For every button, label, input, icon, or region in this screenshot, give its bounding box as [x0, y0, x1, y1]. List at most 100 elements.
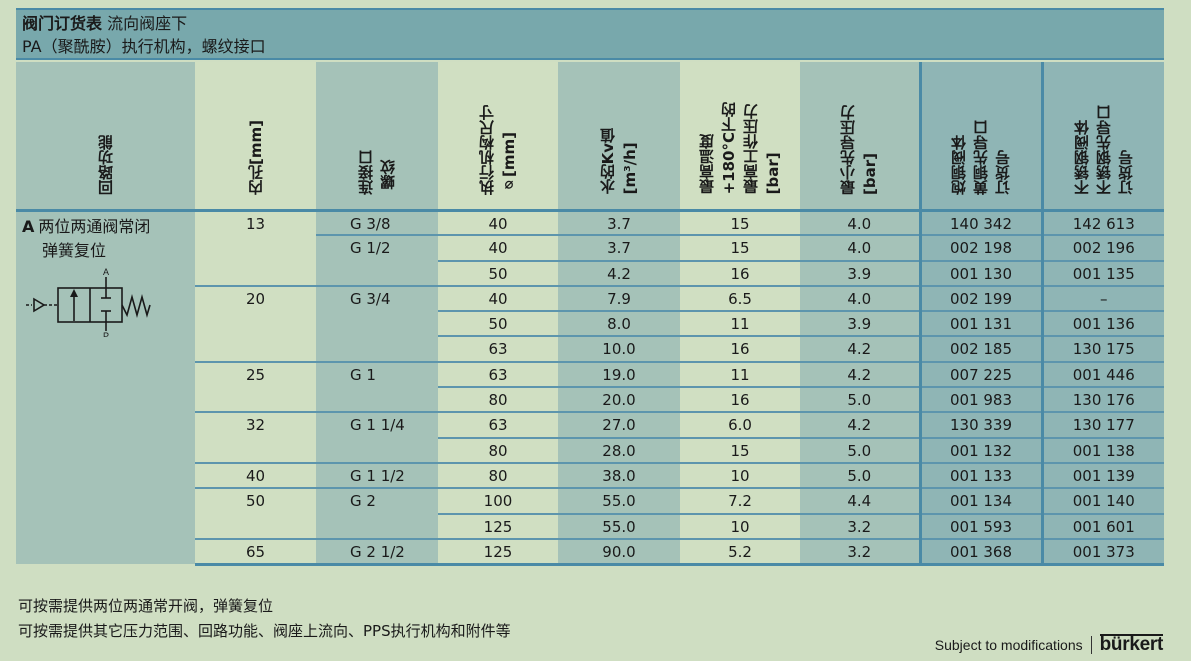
cell-stainless-order: 130 175: [1040, 335, 1164, 362]
cell-bore: [195, 235, 316, 261]
cell-actuator: 63: [438, 360, 558, 388]
cell-bore: [195, 260, 316, 286]
table-row: 125 55.0 10 3.2 001 593 001 601: [16, 512, 1164, 539]
table-subtitle: PA（聚酰胺）执行机构，螺纹接口: [22, 37, 266, 56]
cell-min-pilot: 4.0: [800, 284, 920, 312]
cell-thread: G 3/4: [316, 284, 438, 312]
cell-min-pilot: 3.9: [800, 310, 920, 337]
col-header-function: 回路功能: [16, 62, 195, 212]
col-header-stainless-order: 不锈钢阀体 不锈钢先导口 订货号: [1040, 62, 1164, 212]
table-row: A 两位两通阀常闭 弹簧复位: [16, 210, 1164, 565]
cell-thread: [316, 336, 438, 362]
cell-kv: 55.0: [558, 512, 680, 539]
cell-gunmetal-order: 001 134: [918, 487, 1042, 514]
cell-thread: G 3/8: [316, 210, 438, 236]
cell-max-pressure: 15: [680, 210, 800, 236]
footer-divider: [1090, 636, 1092, 654]
brand-logo: bürkert: [1099, 634, 1164, 655]
cell-bore: 20: [195, 284, 316, 312]
cell-min-pilot: 3.2: [800, 512, 920, 539]
cell-actuator: 125: [438, 512, 558, 539]
cell-stainless-order: 001 601: [1040, 512, 1164, 539]
cell-gunmetal-order: 001 131: [918, 310, 1042, 337]
cell-kv: 90.0: [558, 537, 680, 566]
cell-gunmetal-order: 002 199: [918, 284, 1042, 312]
cell-min-pilot: 4.4: [800, 487, 920, 514]
cell-actuator: 63: [438, 335, 558, 362]
cell-kv: 8.0: [558, 310, 680, 337]
table-row: 32 G 1 1/4 63 27.0 6.0 4.2 130 339 130 1…: [16, 411, 1164, 438]
cell-gunmetal-order: 001 368: [918, 537, 1042, 566]
cell-kv: 10.0: [558, 335, 680, 362]
cell-gunmetal-order: 140 342: [918, 210, 1042, 236]
svg-text:P: P: [103, 331, 109, 337]
cell-min-pilot: 4.2: [800, 360, 920, 388]
cell-bore: 32: [195, 411, 316, 438]
cell-thread: [316, 260, 438, 286]
function-title: 两位两通阀常闭: [38, 216, 151, 236]
cell-actuator: 100: [438, 487, 558, 514]
cell-max-pressure: 16: [680, 386, 800, 413]
cell-max-pressure: 11: [680, 310, 800, 337]
col-header-bore: 内孔[mm]: [195, 62, 316, 212]
col-header-gunmetal-order: 炮铜阀体 黄铜先导口 订货号: [918, 62, 1042, 212]
table-row: G 1/2 40 3.7 15 4.0 002 198 002 196: [16, 234, 1164, 261]
cell-stainless-order: 142 613: [1040, 210, 1164, 236]
table-row: 80 28.0 15 5.0 001 132 001 138: [16, 436, 1164, 463]
cell-bore: [195, 437, 316, 463]
valve-symbol-icon: A P: [24, 267, 195, 341]
table-row: 40 G 1 1/2 80 38.0 10 5.0 001 133 001 13…: [16, 461, 1164, 489]
col-header-max-pressure: 最高温度 +180°C下的 最高工作压力 [bar]: [680, 62, 800, 212]
cell-bore: [195, 387, 316, 413]
cell-stainless-order: 001 446: [1040, 360, 1164, 388]
cell-thread: G 2 1/2: [316, 537, 438, 566]
cell-kv: 28.0: [558, 436, 680, 463]
cell-thread: G 1 1/2: [316, 461, 438, 489]
cell-gunmetal-order: 007 225: [918, 360, 1042, 388]
cell-min-pilot: 4.0: [800, 210, 920, 236]
cell-kv: 55.0: [558, 487, 680, 514]
cell-min-pilot: 5.0: [800, 436, 920, 463]
cell-bore: 25: [195, 360, 316, 388]
cell-min-pilot: 4.2: [800, 411, 920, 438]
table-row: 20 G 3/4 40 7.9 6.5 4.0 002 199 –: [16, 284, 1164, 312]
cell-stainless-order: 001 140: [1040, 487, 1164, 514]
cell-thread: G 1: [316, 360, 438, 388]
cell-kv: 19.0: [558, 360, 680, 388]
cell-bore: 50: [195, 487, 316, 514]
col-header-min-pilot: 最小先导压力 [bar]: [800, 62, 920, 212]
cell-bore: 13: [195, 210, 316, 236]
cell-actuator: 125: [438, 537, 558, 566]
cell-gunmetal-order: 001 593: [918, 512, 1042, 539]
cell-max-pressure: 10: [680, 512, 800, 539]
cell-min-pilot: 3.9: [800, 259, 920, 286]
table-row: 25 G 1 63 19.0 11 4.2 007 225 001 446: [16, 360, 1164, 388]
table-row: 50 8.0 11 3.9 001 131 001 136: [16, 310, 1164, 337]
cell-actuator: 40: [438, 284, 558, 312]
cell-thread: G 1 1/4: [316, 411, 438, 438]
cell-stainless-order: 001 135: [1040, 259, 1164, 286]
col-header-thread: 连接口 螺纹: [316, 62, 438, 212]
table-row: 65 G 2 1/2 125 90.0 5.2 3.2 001 368 001 …: [16, 537, 1164, 566]
svg-text:A: A: [103, 267, 109, 277]
cell-actuator: 50: [438, 259, 558, 286]
cell-stainless-order: 001 138: [1040, 436, 1164, 463]
cell-kv: 7.9: [558, 284, 680, 312]
cell-kv: 20.0: [558, 386, 680, 413]
cell-max-pressure: 11: [680, 360, 800, 388]
cell-gunmetal-order: 002 198: [918, 234, 1042, 261]
cell-stainless-order: 130 176: [1040, 386, 1164, 413]
cell-thread: [316, 311, 438, 337]
cell-thread: G 1/2: [316, 234, 438, 261]
cell-bore: 65: [195, 537, 316, 566]
cell-thread: [316, 437, 438, 463]
cell-gunmetal-order: 001 983: [918, 386, 1042, 413]
cell-min-pilot: 5.0: [800, 386, 920, 413]
function-cell: A 两位两通阀常闭 弹簧复位: [16, 210, 195, 565]
cell-max-pressure: 16: [680, 335, 800, 362]
cell-kv: 4.2: [558, 259, 680, 286]
cell-max-pressure: 15: [680, 436, 800, 463]
cell-actuator: 80: [438, 436, 558, 463]
function-letter: A: [22, 216, 35, 236]
cell-actuator: 40: [438, 210, 558, 236]
